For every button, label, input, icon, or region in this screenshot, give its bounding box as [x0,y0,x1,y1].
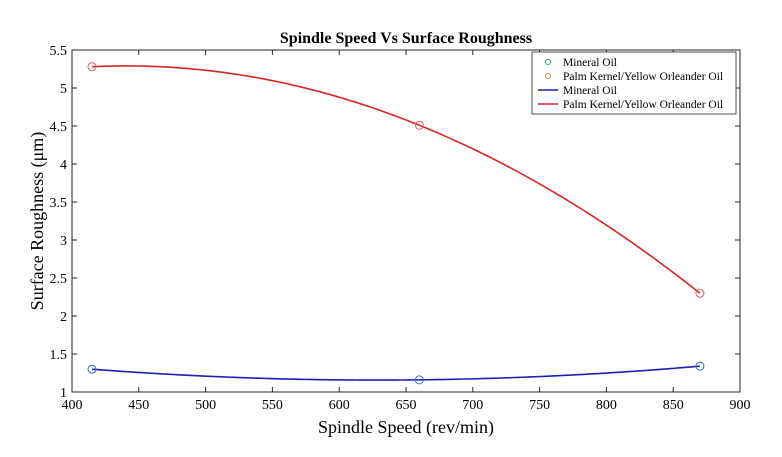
x-tick-label: 900 [730,398,751,413]
x-tick-label: 700 [462,398,483,413]
data-point-series-1 [87,62,97,72]
x-axis-label: Spindle Speed (rev/min) [318,417,494,438]
y-tick-label: 2.5 [50,272,68,287]
x-tick-label: 400 [62,398,83,413]
data-point-series-1 [695,288,705,298]
y-tick-label: 4 [60,158,67,173]
legend-box [531,51,737,115]
y-tick-label: 4.5 [50,120,68,135]
data-point-series-1 [414,120,424,130]
x-tick-label: 850 [663,398,684,413]
y-tick-label: 1 [60,386,67,401]
legend-label-3: Palm Kernel/Yellow Orleander Oil [563,99,723,111]
fit-line-series-2 [91,365,700,381]
x-tick-label: 800 [596,398,617,413]
x-tick-label: 450 [128,398,149,413]
legend-label-1: Palm Kernel/Yellow Orleander Oil [563,71,723,83]
x-tick-label: 650 [396,398,417,413]
y-axis-label: Surface Roughness (μm) [27,132,48,311]
x-tick-label: 600 [329,398,350,413]
y-tick-label: 5.5 [50,44,68,59]
legend-marker-1 [545,73,551,79]
y-tick-label: 3 [60,234,67,249]
x-tick-label: 500 [195,398,216,413]
data-point-series-0 [87,364,97,374]
data-point-series-0 [695,361,705,371]
data-point-series-0 [414,375,424,385]
y-tick-label: 2 [60,310,67,325]
legend: Mineral Oil Palm Kernel/Yellow Orleander … [531,51,737,115]
x-tick-label: 750 [529,398,550,413]
fit-line-series-3 [92,65,701,294]
y-tick-label: 3.5 [50,196,68,211]
chart-title: Spindle Speed Vs Surface Roughness [280,30,532,47]
legend-label-2: Mineral Oil [563,85,617,97]
legend-label-0: Mineral Oil [563,57,617,69]
legend-marker-0 [545,59,551,65]
x-tick-label: 550 [262,398,283,413]
y-tick-label: 1.5 [50,348,68,363]
y-tick-label: 5 [60,82,67,97]
